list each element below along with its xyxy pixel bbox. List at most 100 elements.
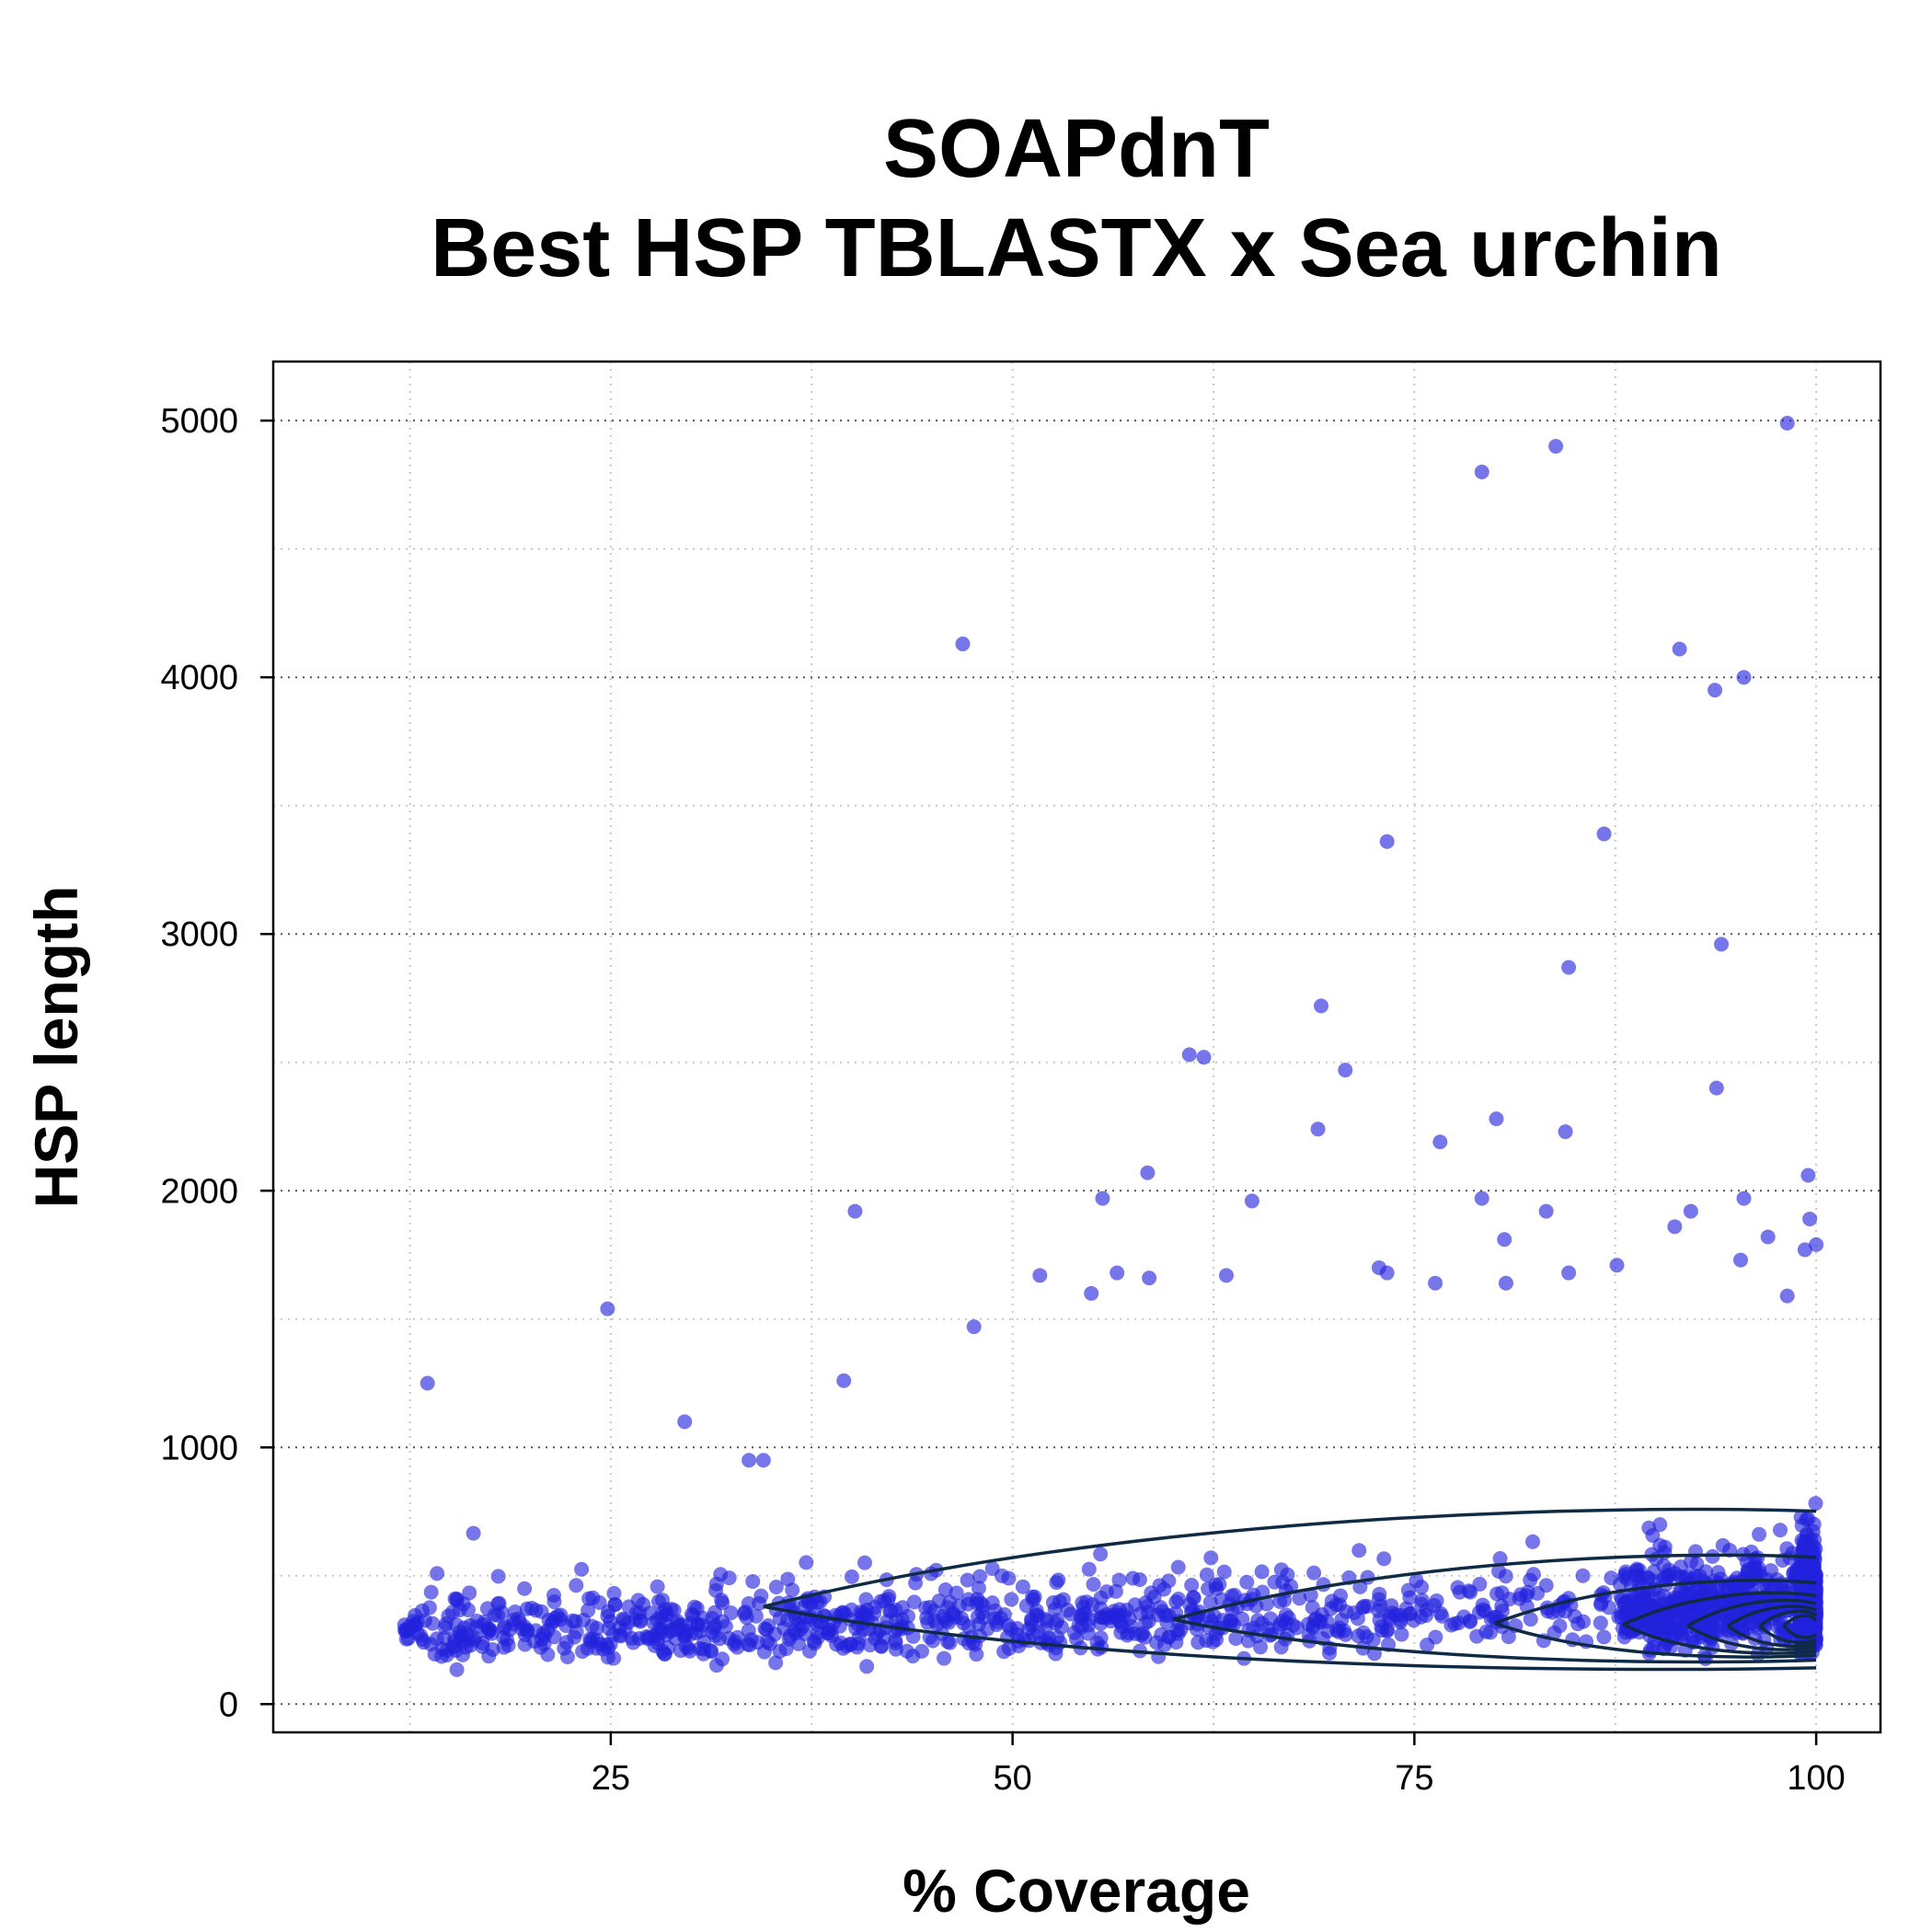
- data-point-1660: [567, 1629, 582, 1645]
- data-point-1254: [1713, 1571, 1729, 1587]
- data-point-1557: [888, 1633, 903, 1649]
- data-point-1294: [809, 1616, 824, 1632]
- data-point-1755: [741, 1623, 756, 1639]
- data-point-1836: [844, 1569, 859, 1584]
- data-point-1944: [1561, 1265, 1577, 1281]
- data-point-754: [745, 1573, 761, 1589]
- data-point-1900: [1779, 415, 1795, 431]
- data-point-1764: [435, 1641, 451, 1657]
- data-point-1663: [1657, 1539, 1673, 1555]
- data-point-1707: [416, 1635, 431, 1650]
- data-point-1571: [972, 1569, 988, 1584]
- data-point-1169: [1360, 1599, 1375, 1615]
- data-point-526: [1322, 1645, 1338, 1661]
- data-point-1919: [1432, 1134, 1448, 1150]
- data-point-1886: [397, 1617, 412, 1633]
- data-point-1795: [1652, 1517, 1668, 1533]
- y-tick-label-2: 2000: [160, 1172, 238, 1211]
- data-point-1950: [836, 1373, 852, 1388]
- x-tick-label-2: 75: [1395, 1759, 1433, 1798]
- data-point-877: [708, 1582, 724, 1598]
- data-point-372: [1808, 1496, 1823, 1512]
- data-point-1868: [704, 1644, 719, 1660]
- data-point-1904: [1672, 641, 1687, 657]
- data-point-1951: [966, 1319, 982, 1335]
- data-point-1791: [598, 1637, 614, 1652]
- data-point-1896: [858, 1592, 874, 1607]
- data-point-1766: [1275, 1613, 1291, 1628]
- data-point-1532: [1661, 1567, 1676, 1582]
- data-point-1937: [1110, 1265, 1125, 1281]
- data-point-1029: [1093, 1630, 1109, 1646]
- x-tick-label-1: 50: [993, 1759, 1031, 1798]
- data-point-426: [606, 1585, 622, 1601]
- data-point-1026: [1394, 1627, 1409, 1642]
- data-point-1946: [1733, 1252, 1749, 1268]
- data-point-1879: [438, 1616, 454, 1632]
- data-point-1585: [1570, 1616, 1586, 1632]
- contour-level-3: [1622, 1591, 1817, 1655]
- data-point-1053: [1303, 1587, 1318, 1603]
- data-point-163: [1523, 1612, 1538, 1627]
- data-point-1815: [1618, 1564, 1634, 1580]
- data-point-1374: [655, 1593, 671, 1608]
- contour-level-6: [1758, 1609, 1818, 1644]
- data-point-1257: [1365, 1632, 1381, 1648]
- data-point-1926: [1538, 1203, 1554, 1219]
- data-point-1907: [1379, 834, 1395, 849]
- data-point-920: [1551, 1604, 1567, 1619]
- data-point-1911: [1314, 998, 1329, 1014]
- data-point-1947: [1779, 1288, 1795, 1304]
- data-point-1453: [1113, 1625, 1129, 1640]
- x-axis-ticks: 25 50 75 100: [592, 1732, 1846, 1798]
- data-point-382: [906, 1594, 922, 1610]
- data-point-1839: [1512, 1587, 1528, 1603]
- data-point-1838: [444, 1604, 460, 1620]
- data-point-1552: [497, 1618, 512, 1634]
- data-point-1664: [1351, 1628, 1366, 1644]
- data-point-16: [1239, 1574, 1255, 1590]
- data-point-1823: [1428, 1629, 1443, 1645]
- data-point-1874: [721, 1630, 737, 1646]
- data-point-949: [1301, 1627, 1317, 1643]
- data-point-1232: [1552, 1618, 1568, 1634]
- data-point-1854: [1250, 1613, 1266, 1628]
- data-point-1889: [1103, 1614, 1119, 1629]
- data-point-590: [1184, 1578, 1200, 1593]
- data-point-1751: [663, 1602, 679, 1617]
- data-point-1710: [1132, 1572, 1147, 1588]
- data-point-1799: [1051, 1572, 1066, 1588]
- data-point-1902: [1474, 464, 1489, 479]
- data-point-14: [1772, 1523, 1788, 1538]
- data-point-1362: [1689, 1556, 1705, 1571]
- contour-level-4: [1686, 1598, 1817, 1651]
- data-point-1061: [780, 1571, 796, 1587]
- data-point-1897: [1800, 1620, 1815, 1636]
- x-axis-title: % Coverage: [903, 1857, 1250, 1925]
- data-point-1840: [1292, 1591, 1307, 1606]
- contour-level-5: [1726, 1604, 1817, 1648]
- data-point-1736: [630, 1593, 646, 1608]
- data-point-1869: [740, 1637, 755, 1652]
- y-tick-label-5: 5000: [160, 402, 238, 441]
- data-point-1928: [1736, 1190, 1752, 1206]
- data-point-1722: [1523, 1572, 1538, 1588]
- plot-frame: [271, 360, 1882, 1734]
- data-point-1503: [1253, 1639, 1269, 1655]
- data-point-1822: [926, 1613, 942, 1628]
- x-tick-label-3: 100: [1787, 1759, 1845, 1798]
- data-point-1554: [1026, 1627, 1041, 1642]
- data-point-1864: [669, 1616, 684, 1631]
- data-point-1906: [1708, 683, 1723, 698]
- data-point-673: [768, 1580, 784, 1595]
- data-point-662: [517, 1581, 533, 1596]
- data-point-357: [1469, 1628, 1485, 1644]
- data-point-1714: [1785, 1546, 1800, 1561]
- data-point-1413: [1352, 1579, 1368, 1594]
- data-point-1857: [1685, 1631, 1701, 1647]
- data-point-1943: [1498, 1275, 1513, 1291]
- data-point-1661: [1614, 1593, 1629, 1608]
- grid-lines: [273, 362, 1880, 1732]
- data-point-1917: [1489, 1111, 1504, 1127]
- data-point-1072: [1715, 1537, 1731, 1553]
